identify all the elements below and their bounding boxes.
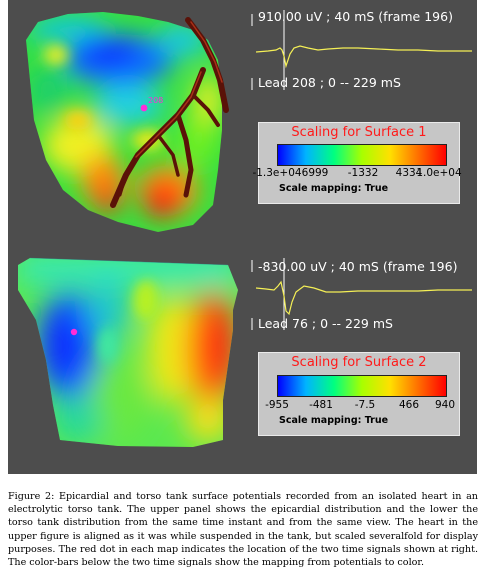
scale-tick: 466 xyxy=(398,399,420,411)
lead-location-pin xyxy=(70,328,78,336)
bottom-time-signal[interactable] xyxy=(248,256,477,336)
bottom-trace-title: -830.00 uV ; 40 mS (frame 196) xyxy=(258,259,458,274)
scale-mapping-label: Scale mapping: True xyxy=(279,183,389,194)
bottom-trace-footer: Lead 76 ; 0 -- 229 mS xyxy=(258,316,393,331)
scale-tick: -1332 xyxy=(347,167,379,179)
scale-tick: -1.3e+04 xyxy=(252,167,302,179)
scale-tick: 940 xyxy=(434,399,456,411)
color-bar xyxy=(277,375,447,397)
figure-caption: Figure 2: Epicardial and torso tank surf… xyxy=(8,490,478,569)
bottom-color-scale: Scaling for Surface 2 -955 -481 -7.5 466… xyxy=(258,352,460,436)
figure-label: Figure 2: xyxy=(8,491,55,502)
lead-location-pin xyxy=(140,104,148,112)
scale-tick: 6999 xyxy=(301,167,329,179)
scale-mapping-label: Scale mapping: True xyxy=(279,415,389,426)
top-trace-title: 910.00 uV ; 40 mS (frame 196) xyxy=(258,9,453,24)
top-color-scale: Scaling for Surface 1 -1.3e+04 6999 -133… xyxy=(252,122,462,204)
scale-tick: 4334 xyxy=(395,167,423,179)
scale-tick: -955 xyxy=(265,399,289,411)
scale-tick: 1.0e+04 xyxy=(416,167,462,179)
top-time-signal[interactable] xyxy=(248,8,477,96)
torso-surface-map[interactable] xyxy=(8,0,248,474)
caption-text: Epicardial and torso tank surface potent… xyxy=(8,491,478,569)
top-trace-footer: Lead 208 ; 0 -- 229 mS xyxy=(258,75,401,90)
render-viewport[interactable]: 208 xyxy=(8,0,477,474)
scale-tick: -481 xyxy=(309,399,333,411)
heart-surface-map[interactable]: 208 xyxy=(8,0,248,240)
scale-tick: -7.5 xyxy=(354,399,376,411)
color-bar xyxy=(277,144,447,166)
lead-number-label: 208 xyxy=(148,96,163,105)
scale-title: Scaling for Surface 1 xyxy=(291,125,427,140)
scale-title: Scaling for Surface 2 xyxy=(291,355,427,370)
